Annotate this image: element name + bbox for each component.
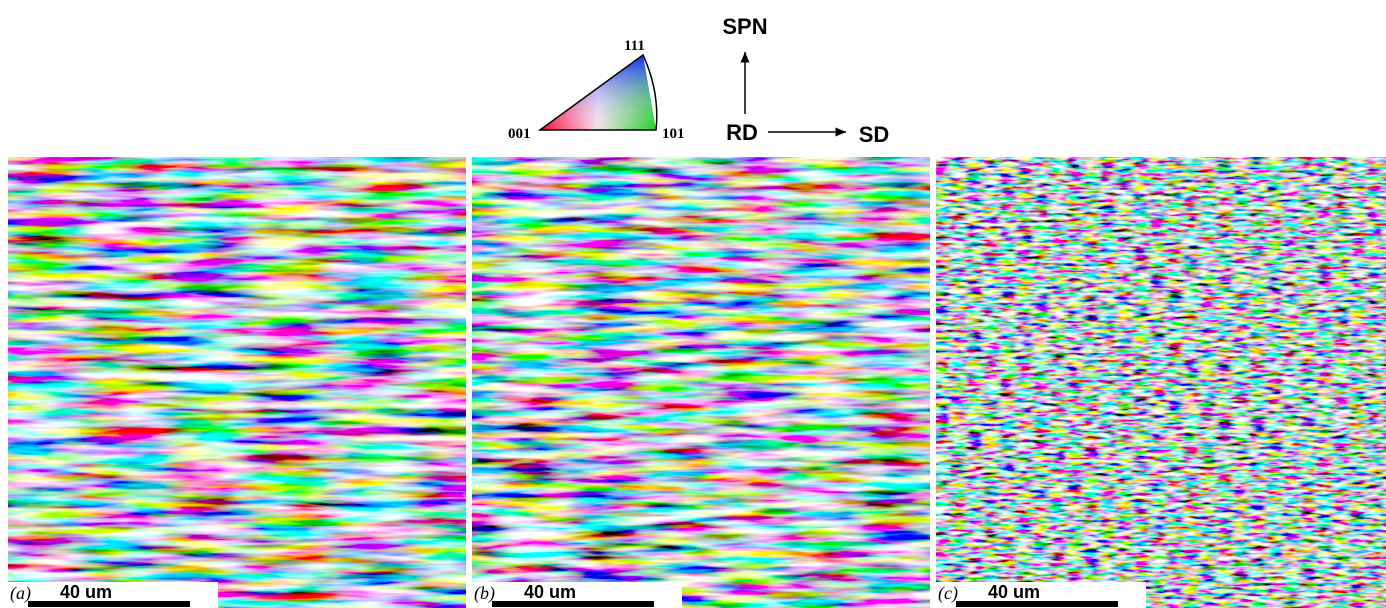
panels: (a) 40 um (b) 40 um (c) 40 um (8, 157, 1386, 608)
scale-text: 40 um (988, 582, 1040, 602)
ebsd-map (472, 157, 930, 608)
panel-label: (a) (10, 583, 31, 604)
scale-bar (956, 601, 1118, 607)
scale-text: 40 um (524, 582, 576, 602)
sample-axes: SPN RD SD (722, 14, 889, 147)
scale-bar (492, 601, 654, 607)
panel-label: (b) (474, 583, 495, 604)
ipf-legend: 111 001 101 (508, 38, 685, 142)
ebsd-map (8, 157, 466, 608)
scale-text: 40 um (60, 582, 112, 602)
scale-bar (28, 601, 190, 607)
axis-label: SD (859, 122, 890, 147)
triangle-blue (540, 55, 656, 130)
axis-label: SPN (722, 14, 767, 39)
ebsd-map (936, 157, 1386, 608)
legend-label: 111 (624, 38, 645, 54)
panel-label: (c) (938, 583, 958, 604)
legend-label: 101 (662, 126, 685, 142)
axis-label: RD (726, 120, 758, 145)
legend-label: 001 (508, 126, 531, 142)
triangle-outline (537, 53, 658, 131)
